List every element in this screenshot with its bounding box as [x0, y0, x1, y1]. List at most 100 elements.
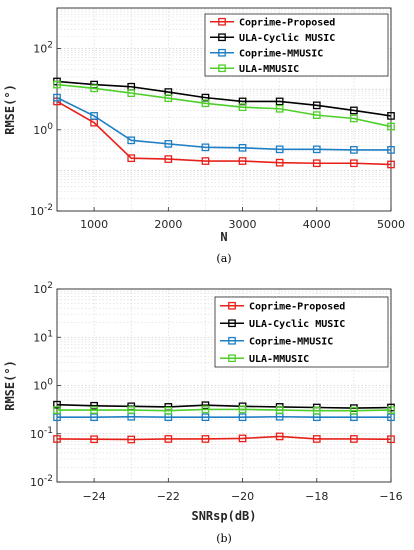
series-line: [57, 408, 392, 412]
y-tick-label: 102: [33, 281, 53, 296]
data-point: [275, 432, 284, 441]
data-point: [127, 435, 136, 444]
legend-label: Coprime-MMUSIC: [249, 335, 333, 347]
series-line: [56, 83, 392, 128]
data-point: [201, 93, 210, 102]
legend-label: Coprime-Proposed: [249, 300, 345, 312]
legend-marker: [218, 17, 226, 26]
data-point: [164, 94, 173, 103]
x-tick-label: 1000: [80, 218, 108, 231]
data-point: [312, 145, 321, 154]
series-ula-mmusic: [53, 80, 395, 131]
data-point: [275, 158, 284, 167]
legend: Coprime-Proposed ULA-Cyclic MUSIC Coprime-…: [214, 296, 389, 368]
y-tick-label: 100: [33, 378, 53, 393]
data-point: [312, 406, 321, 415]
series-line: [56, 435, 392, 441]
data-point: [90, 435, 98, 444]
data-point: [90, 406, 98, 414]
data-point: [90, 112, 98, 120]
legend-marker: [228, 301, 236, 310]
series-ula-mmusic: [53, 405, 395, 415]
data-point: [275, 104, 284, 113]
data-point: [312, 101, 321, 110]
legend-label: ULA-MMUSIC: [239, 64, 299, 75]
series-line: [56, 80, 392, 117]
data-point: [350, 435, 358, 443]
data-point: [238, 434, 247, 443]
legend-marker: [218, 33, 226, 42]
data-point: [238, 405, 247, 414]
legend-label: Coprime-Proposed: [239, 16, 335, 28]
x-tick-label: 2000: [154, 218, 182, 231]
data-point: [164, 406, 173, 415]
y-axis-label: RMSE(°): [3, 84, 17, 135]
y-tick-label: 10-2: [30, 203, 53, 218]
data-point: [238, 103, 247, 112]
data-point: [275, 406, 284, 414]
data-point: [201, 405, 210, 414]
data-point: [387, 146, 395, 154]
data-point: [238, 157, 247, 165]
legend-label: ULA-MMUSIC: [249, 354, 309, 365]
legend-label: ULA-Cyclic MUSIC: [249, 318, 345, 330]
data-point: [53, 80, 61, 89]
x-tick-label: 3000: [229, 218, 257, 231]
legend-box: [214, 296, 389, 368]
data-point: [164, 435, 173, 443]
data-point: [164, 155, 173, 163]
data-point: [201, 435, 210, 443]
y-tick-label: 101: [33, 329, 53, 344]
y-tick-label: 102: [33, 41, 53, 56]
data-point: [275, 145, 284, 154]
data-point: [275, 97, 284, 106]
data-point: [312, 435, 321, 443]
x-axis-label: SNRsp(dB): [191, 509, 256, 523]
legend-marker: [218, 48, 226, 57]
x-tick-label: −16: [379, 490, 402, 503]
series-ula-cyclic-music: [53, 77, 395, 120]
data-point: [201, 99, 210, 108]
data-point: [350, 106, 358, 115]
x-tick-label: −18: [305, 490, 328, 503]
data-point: [387, 112, 395, 120]
series-coprime-proposed: [53, 97, 395, 169]
data-point: [387, 435, 395, 444]
legend: Coprime-Proposed ULA-Cyclic MUSIC Coprime-…: [204, 13, 389, 77]
y-tick-label: 100: [33, 122, 53, 137]
data-point: [350, 114, 358, 123]
x-tick-label: 5000: [377, 218, 405, 231]
data-point: [127, 136, 136, 145]
legend-marker: [228, 336, 236, 345]
series-coprime-mmusic: [53, 93, 395, 154]
x-tick-label: −24: [83, 490, 106, 503]
legend-label: Coprime-MMUSIC: [239, 47, 323, 59]
data-point: [350, 146, 358, 154]
data-point: [164, 140, 173, 148]
x-axis-label: N: [220, 230, 227, 244]
x-tick-label: −20: [231, 490, 254, 503]
x-tick-label: 4000: [303, 218, 331, 231]
series-line: [56, 100, 392, 166]
y-tick-label: 10-2: [30, 474, 53, 489]
axes-box: [56, 7, 392, 212]
legend-marker: [228, 319, 236, 328]
data-point: [387, 406, 395, 414]
series-line: [56, 403, 392, 409]
data-point: [238, 143, 247, 152]
data-point: [201, 157, 210, 165]
data-point: [238, 413, 247, 422]
y-tick-label: 10-1: [30, 426, 53, 441]
legend-label: ULA-Cyclic MUSIC: [239, 32, 335, 44]
data-point: [127, 406, 136, 414]
y-axis-label: RMSE(°): [3, 360, 17, 411]
data-point: [53, 400, 61, 409]
data-point: [387, 122, 395, 131]
data-point: [387, 413, 395, 422]
series-line: [56, 96, 391, 151]
data-point: [350, 159, 358, 168]
data-point: [201, 401, 210, 410]
data-point: [127, 89, 136, 97]
data-point: [387, 160, 395, 169]
